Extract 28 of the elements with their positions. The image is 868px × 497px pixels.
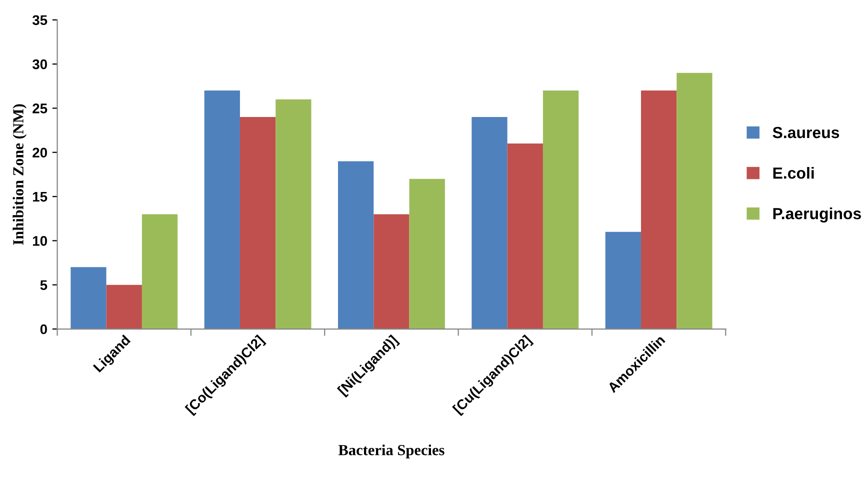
bar xyxy=(338,161,374,330)
legend-label: S.aureus xyxy=(772,126,840,138)
bar xyxy=(676,72,712,330)
y-tick-label: 5 xyxy=(40,280,48,290)
bar xyxy=(374,214,410,330)
bar xyxy=(409,178,445,330)
y-tick-label: 0 xyxy=(40,324,47,334)
y-axis-title: Inhibition Zone (NM) xyxy=(12,104,27,245)
bar xyxy=(106,284,142,330)
bar xyxy=(542,90,579,330)
legend-label: P.aeruginos xyxy=(773,208,861,222)
y-tick-label: 35 xyxy=(32,15,48,26)
y-tick-label: 30 xyxy=(32,59,47,70)
y-tick-label: 15 xyxy=(32,192,48,202)
bar xyxy=(240,117,276,330)
y-tick-label: 25 xyxy=(32,104,48,114)
bar xyxy=(276,99,312,330)
y-tick-label: 10 xyxy=(32,236,47,246)
bar xyxy=(640,90,677,330)
bar xyxy=(507,144,543,330)
y-tick-label: 20 xyxy=(32,148,47,158)
bar xyxy=(204,90,240,330)
bar xyxy=(70,267,106,330)
bar xyxy=(605,232,641,330)
x-axis-title: Bacteria Species xyxy=(338,444,444,458)
bar xyxy=(142,214,178,330)
bar xyxy=(472,117,508,330)
legend-label: E.coli xyxy=(773,167,814,179)
